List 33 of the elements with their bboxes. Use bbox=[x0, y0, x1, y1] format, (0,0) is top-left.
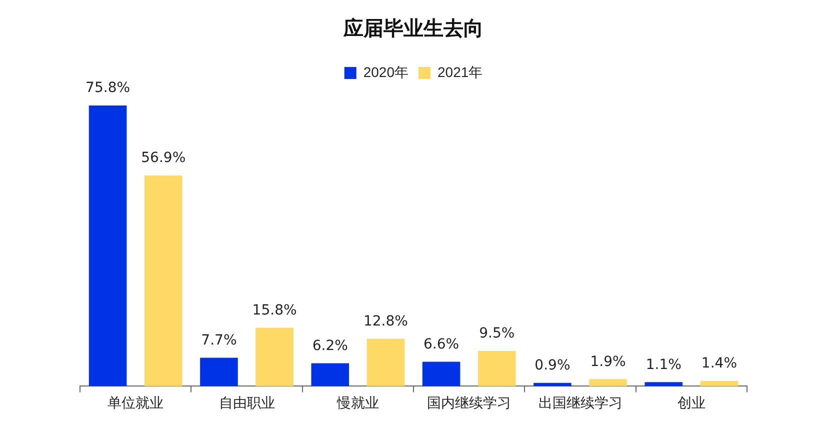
data-label: 0.9% bbox=[534, 358, 570, 374]
bar bbox=[366, 338, 405, 386]
data-label: 1.9% bbox=[590, 354, 626, 370]
data-label: 15.8% bbox=[252, 302, 297, 318]
bar bbox=[589, 379, 627, 386]
data-label: 1.1% bbox=[646, 356, 682, 373]
bar bbox=[88, 106, 127, 386]
x-tick-label: 单位就业 bbox=[108, 394, 164, 410]
x-tick-label: 出国继续学习 bbox=[538, 394, 622, 410]
bar bbox=[200, 358, 238, 386]
chart-title: 应届毕业生去向 bbox=[342, 16, 484, 40]
bar bbox=[422, 362, 460, 386]
bar bbox=[700, 381, 738, 386]
data-label: 6.6% bbox=[424, 336, 460, 352]
x-tick-label: 自由职业 bbox=[218, 394, 275, 410]
legend-label: 2020年 bbox=[363, 64, 409, 80]
x-tick-label: 创业 bbox=[677, 394, 706, 410]
bar bbox=[144, 176, 182, 386]
bar bbox=[534, 382, 572, 386]
data-label: 9.5% bbox=[479, 326, 515, 342]
data-label: 1.4% bbox=[701, 356, 737, 372]
bar bbox=[256, 328, 294, 386]
x-tick-label: 慢就业 bbox=[336, 394, 379, 410]
legend-label: 2021年 bbox=[438, 64, 483, 80]
data-label: 56.9% bbox=[141, 150, 186, 166]
data-label: 12.8% bbox=[363, 313, 408, 330]
bar bbox=[311, 363, 350, 386]
data-label: 7.7% bbox=[201, 332, 237, 348]
data-label: 75.8% bbox=[86, 80, 130, 96]
bar bbox=[644, 382, 683, 386]
data-label: 6.2% bbox=[312, 338, 348, 354]
bar bbox=[478, 351, 516, 386]
x-tick-label: 国内继续学习 bbox=[427, 394, 512, 410]
